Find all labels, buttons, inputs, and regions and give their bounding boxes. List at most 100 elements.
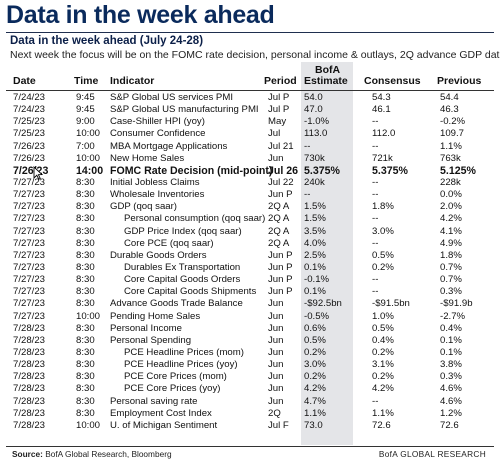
cell-period: Jun (268, 395, 284, 407)
cell-indicator: S&P Global US services PMI (110, 92, 233, 103)
cell-previous: -0.2% (440, 116, 466, 128)
cell-period: Jun (268, 310, 284, 322)
cell-date: 7/27/23 (13, 298, 46, 310)
cell-date: 7/27/23 (13, 225, 46, 237)
column-header-date: Date (13, 75, 36, 87)
cell-previous: 0.4% (440, 322, 462, 334)
cell-bofa-estimate: -$92.5bn (304, 298, 342, 310)
cell-date: 7/28/23 (13, 395, 46, 407)
cell-consensus: 0.2% (372, 261, 394, 273)
cell-date: 7/27/23 (13, 286, 46, 298)
cell-indicator: GDP (qoq saar) (110, 201, 178, 213)
mouse-cursor-icon (33, 166, 43, 180)
table-row: 7/27/23 8:30 GDP (qoq saar) 2Q A 1.5% 1.8% 2.0… (0, 201, 500, 213)
table-row: 7/27/23 8:30 Wholesale Inventories Jun P -- -… (0, 189, 500, 201)
cell-indicator: Personal Spending (110, 334, 192, 346)
cell-period: Jun P (268, 261, 293, 273)
cell-consensus: -- (372, 395, 379, 407)
cell-consensus: 112.0 (372, 128, 396, 140)
cell-time: 8:30 (76, 237, 95, 249)
cell-time: 10:00 (76, 152, 101, 164)
cell-consensus: 721k (372, 152, 393, 164)
cell-date: 7/27/23 (13, 201, 46, 213)
cell-consensus: 1.0% (372, 310, 394, 322)
cell-indicator: S&P Global US manufacturing PMI (110, 104, 259, 116)
cell-previous: 0.0% (440, 189, 462, 201)
cell-bofa-estimate: 2.5% (304, 249, 326, 261)
cell-period: May (268, 116, 287, 128)
header-divider (6, 90, 494, 91)
table-row: 7/28/23 8:30 PCE Headline Prices (mom) Jun 0… (0, 347, 500, 359)
cell-consensus: 1.8% (372, 201, 394, 213)
cell-period: Jun (268, 334, 284, 346)
table-row: 7/28/23 8:30 Personal saving rate Jun 4.7% --… (0, 396, 500, 408)
table-row: 7/25/23 10:00 Consumer Confidence Jul 113.0 1… (0, 128, 500, 140)
table-row: 7/27/23 8:30 Durable Goods Orders Jun P 2.5%… (0, 250, 500, 262)
cell-date: 7/28/23 (13, 359, 46, 371)
cell-date: 7/26/23 (13, 152, 46, 164)
cell-period: Jul 22 (268, 176, 294, 188)
cell-previous: 763k (440, 152, 461, 164)
cell-period: Jul 21 (268, 140, 294, 152)
cell-previous: 4.1% (440, 225, 462, 237)
cell-indicator: Core PCE (qoq saar) (124, 237, 214, 249)
cell-period: Jul 26 (268, 164, 299, 177)
cell-time: 7:00 (76, 140, 95, 152)
cell-previous: 109.7 (440, 128, 465, 140)
cell-previous: 1.2% (440, 407, 462, 419)
column-header-indicator: Indicator (110, 75, 155, 87)
cell-period: Jul F (268, 419, 289, 431)
cell-bofa-estimate: 0.2% (304, 346, 326, 358)
cell-indicator: Personal saving rate (110, 395, 198, 407)
cell-bofa-estimate: 730k (304, 152, 325, 164)
cell-time: 8:30 (76, 286, 95, 298)
cell-previous: 0.3% (440, 371, 462, 383)
cell-period: Jun (268, 383, 284, 395)
cell-previous: 4.2% (440, 213, 462, 225)
cell-period: Jun P (268, 249, 293, 261)
cell-bofa-estimate: 73.0 (304, 419, 323, 431)
cell-consensus: 3.1% (372, 359, 394, 371)
cell-previous: 4.9% (440, 237, 462, 249)
cell-indicator: Pending Home Sales (110, 310, 201, 322)
cell-bofa-estimate: 4.0% (304, 237, 326, 249)
cell-indicator: GDP Price Index (qoq saar) (124, 225, 242, 237)
bofa-estimate-column-shade (301, 62, 353, 445)
cell-consensus: -- (372, 286, 379, 298)
cell-time: 14:00 (76, 164, 104, 177)
cell-period: 2Q A (268, 201, 290, 213)
cell-time: 8:30 (76, 383, 95, 395)
cell-previous: 3.8% (440, 359, 462, 371)
table-row: 7/25/23 9:00 Case-Shiller HPI (yoy) May -1.0… (0, 116, 500, 128)
cell-indicator: FOMC Rate Decision (mid-point) (110, 164, 273, 177)
brand-label: BofA GLOBAL RESEARCH (378, 449, 486, 459)
column-header-previous: Previous (437, 75, 482, 87)
cell-time: 10:00 (76, 419, 101, 431)
table-row: 7/28/23 8:30 Personal Income Jun 0.6% 0.5% 0.4… (0, 323, 500, 335)
column-header-consensus: Consensus (364, 75, 421, 87)
cell-bofa-estimate: 0.6% (304, 322, 326, 334)
cell-indicator: PCE Headline Prices (yoy) (124, 359, 238, 371)
cell-date: 7/28/23 (13, 407, 46, 419)
table-row: 7/28/23 8:30 PCE Headline Prices (yoy) Jun 3… (0, 359, 500, 371)
cell-consensus: -- (372, 274, 379, 286)
cell-consensus: -- (372, 213, 379, 225)
table-row: 7/26/23 10:00 New Home Sales Jun 730k 721k 763… (0, 153, 500, 165)
cell-bofa-estimate: 0.1% (304, 261, 326, 273)
cell-time: 10:00 (76, 310, 101, 322)
cell-time: 8:30 (76, 322, 95, 334)
title-divider (6, 32, 494, 33)
cell-time: 8:30 (76, 213, 95, 225)
column-header-bofa-line2: Estimate (304, 75, 348, 87)
source-label: Source: (12, 449, 43, 459)
cell-previous: 5.125% (440, 164, 476, 177)
cell-date: 7/27/23 (13, 310, 46, 322)
table-row: 7/27/23 8:30 Durables Ex Transportation Jun… (0, 262, 500, 274)
cell-bofa-estimate: 1.1% (304, 407, 326, 419)
cell-indicator: MBA Mortgage Applications (110, 140, 228, 152)
cell-period: Jul P (268, 92, 290, 103)
cell-previous: 0.7% (440, 274, 462, 286)
table-row: 7/27/23 8:30 Advance Goods Trade Balance Ju… (0, 298, 500, 310)
cell-consensus: 0.5% (372, 249, 394, 261)
cell-previous: 54.4 (440, 92, 459, 103)
